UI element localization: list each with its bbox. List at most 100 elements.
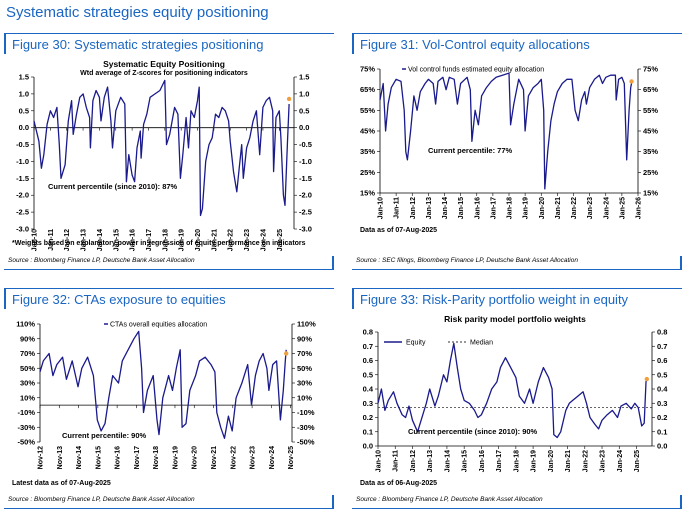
y-tick-label: -0.5	[16, 140, 29, 149]
page-title: Systematic strategies equity positioning	[6, 4, 269, 21]
y-tick-label: -2.5	[16, 208, 29, 217]
x-tick-label: Jan-24	[603, 197, 610, 219]
y-tick-label-right: 1.5	[299, 73, 309, 82]
y-tick-label-right: 35%	[643, 147, 658, 156]
x-tick-label: Jan-24	[260, 229, 267, 251]
series-line	[33, 79, 290, 217]
x-tick-label: Nov-20	[192, 446, 199, 469]
y-tick-label: 45%	[360, 127, 375, 136]
y-tick-label-right: 50%	[297, 364, 312, 373]
legend-label: Vol control funds estimated equity alloc…	[408, 67, 544, 74]
x-tick-label: Jan-21	[565, 450, 572, 472]
x-tick-label: Jan-13	[427, 450, 434, 472]
y-tick-label-right: 90%	[297, 334, 312, 343]
figure-31-note: Data as of 07-Aug-2025	[360, 227, 438, 234]
figure-31-footer: Source : SEC filings, Bloomberg Finance …	[352, 256, 682, 270]
y-tick-label-right: 110%	[297, 320, 316, 329]
y-tick-label-right: 0.5	[299, 106, 309, 115]
y-tick-label: 25%	[360, 168, 375, 177]
y-tick-label: 30%	[20, 379, 35, 388]
chart-annotation: Current percentile: 77%	[428, 146, 513, 155]
x-tick-label: Jan-12	[410, 197, 417, 219]
y-tick-label-right: -1.5	[299, 174, 312, 183]
figure-33-header: Figure 33: Risk-Parity portfolio weight …	[352, 288, 682, 309]
figure-31-panel: Figure 31: Vol-Control equity allocation…	[352, 33, 682, 271]
x-tick-label: Jan-14	[442, 197, 449, 219]
y-tick-label-right: 75%	[643, 65, 658, 74]
figure-32-header: Figure 32: CTAs exposure to equities	[4, 288, 334, 309]
y-tick-label: 110%	[16, 320, 35, 329]
x-tick-label: Jan-11	[393, 450, 400, 472]
x-tick-label: Nov-15	[95, 446, 102, 469]
y-tick-label: 15%	[360, 189, 375, 198]
chart-title: Systematic Equity Positioning	[103, 59, 225, 69]
y-tick-label: 10%	[20, 393, 35, 402]
y-tick-label: 1.5	[19, 73, 29, 82]
y-tick-label: 0.1	[363, 427, 373, 436]
x-tick-label: Jan-14	[444, 450, 451, 472]
x-tick-label: Jan-23	[587, 197, 594, 219]
y-tick-label: 0.4	[363, 385, 374, 394]
y-tick-label: 0.7	[363, 342, 373, 351]
x-tick-label: Nov-21	[211, 446, 218, 469]
y-tick-label: 0.3	[363, 399, 373, 408]
x-tick-label: Jan-19	[523, 197, 530, 219]
chart-annotation: Current percentile (since 2010): 90%	[408, 427, 538, 436]
series-line	[39, 330, 287, 439]
x-tick-label: Jan-19	[531, 450, 538, 472]
y-tick-label-right: 0.1	[657, 427, 667, 436]
x-tick-label: Jan-20	[548, 450, 555, 472]
x-tick-label: Jan-15	[113, 229, 120, 251]
series-line	[377, 342, 648, 439]
figure-31-title: Figure 31: Vol-Control equity allocation…	[360, 37, 590, 52]
figure-33-title: Figure 33: Risk-Parity portfolio weight …	[360, 292, 629, 307]
x-tick-label: Jan-12	[64, 229, 71, 251]
y-tick-label-right: 10%	[297, 393, 312, 402]
y-tick-label: 65%	[360, 85, 375, 94]
figure-32-source: Source : Bloomberg Finance LP, Deutsche …	[8, 496, 195, 503]
figure-33-source: Source : Bloomberg Finance LP, Deutsche …	[356, 496, 543, 503]
x-tick-label: Jan-17	[496, 450, 503, 472]
x-tick-label: Jan-20	[195, 229, 202, 251]
y-tick-label: -1.0	[16, 157, 29, 166]
y-tick-label: 0.6	[363, 356, 373, 365]
x-tick-label: Nov-18	[153, 446, 160, 469]
y-tick-label-right: 55%	[643, 106, 658, 115]
figure-32-footer: Source : Bloomberg Finance LP, Deutsche …	[4, 495, 334, 509]
chart-annotation: Current percentile (since 2010): 87%	[48, 182, 178, 191]
x-tick-label: Jan-21	[211, 229, 218, 251]
figure-30-source: Source : Bloomberg Finance LP, Deutsche …	[8, 257, 195, 264]
figure-30-footer: Source : Bloomberg Finance LP, Deutsche …	[4, 256, 334, 270]
x-tick-label: Nov-19	[172, 446, 179, 469]
latest-marker	[286, 96, 292, 102]
y-tick-label: 70%	[20, 349, 35, 358]
x-tick-label: Jan-22	[582, 450, 589, 472]
x-tick-label: Jan-21	[555, 197, 562, 219]
x-tick-label: Jan-25	[277, 229, 284, 251]
x-tick-label: Jan-16	[479, 450, 486, 472]
y-tick-label-right: 0.7	[657, 342, 667, 351]
y-tick-label-right: 45%	[643, 127, 658, 136]
figure-30-chart: -3.0 -3.0 -2.5 -2.5 -2.0 -2.0 -1.5 -1.5 -1.0 -1.0…	[16, 59, 312, 251]
x-tick-label: Nov-14	[76, 446, 83, 469]
x-tick-label: Jan-16	[130, 229, 137, 251]
x-tick-label: Jan-17	[146, 229, 153, 251]
x-tick-label: Jan-10	[32, 229, 39, 251]
x-tick-label: Jan-15	[458, 197, 465, 219]
x-tick-label: Jan-23	[244, 229, 251, 251]
y-tick-label: 0.5	[19, 106, 29, 115]
y-tick-label-right: -2.0	[299, 191, 312, 200]
x-tick-label: Jan-11	[394, 197, 401, 219]
figure-30-note: *Weights based on explanatory power in r…	[12, 240, 306, 247]
y-tick-label-right: 0.6	[657, 356, 667, 365]
x-tick-label: Jan-10	[378, 197, 385, 219]
x-tick-label: Jan-13	[81, 229, 88, 251]
x-tick-label: Jan-19	[179, 229, 186, 251]
chart-annotation: Current percentile: 90%	[62, 431, 147, 440]
y-tick-label-right: -30%	[297, 423, 315, 432]
y-tick-label-right: 25%	[643, 168, 658, 177]
x-tick-label: Nov-23	[250, 446, 257, 469]
figure-30-header: Figure 30: Systematic strategies positio…	[4, 33, 334, 54]
x-tick-label: Jan-25	[634, 450, 641, 472]
y-tick-label: 0.2	[363, 413, 373, 422]
